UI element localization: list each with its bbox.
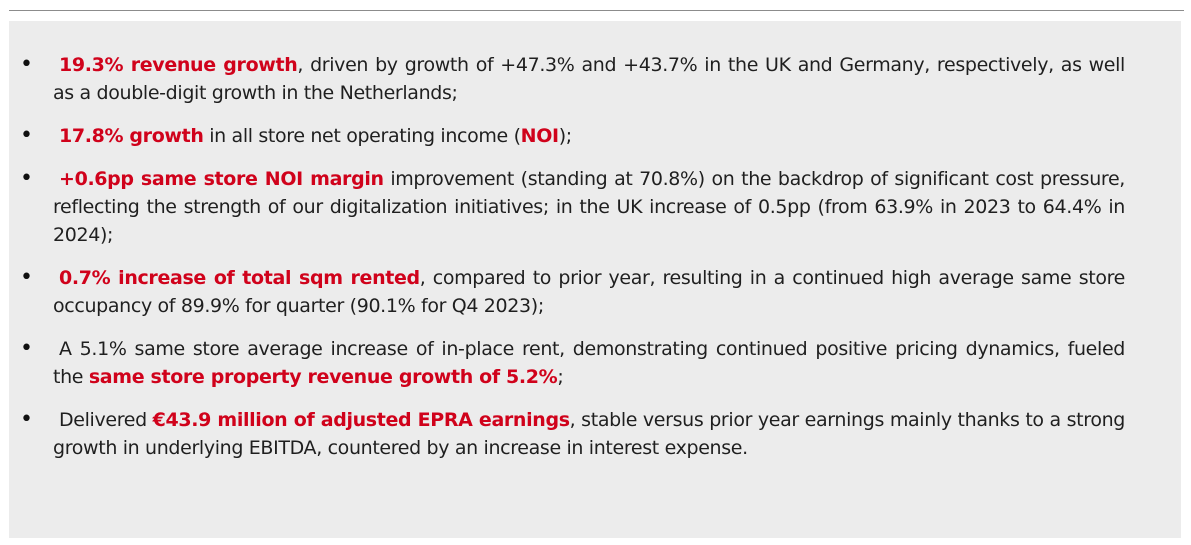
body-text: in all store net operating income (: [203, 125, 521, 147]
bullet-icon: •: [20, 52, 33, 77]
highlight-text: NOI: [520, 125, 559, 147]
body-text: Delivered: [59, 409, 153, 431]
list-item: • 0.7% increase of total sqm rented, com…: [9, 264, 1181, 320]
list-item: • +0.6pp same store NOI margin improveme…: [9, 165, 1181, 249]
body-text: A 5.1% same store average increase of in…: [53, 338, 1125, 388]
bullet-icon: •: [20, 166, 33, 191]
highlights-panel: • 19.3% revenue growth, driven by growth…: [9, 21, 1181, 538]
bullet-icon: •: [20, 336, 33, 361]
highlight-text: 19.3% revenue growth: [59, 54, 298, 76]
list-item: • Delivered €43.9 million of adjusted EP…: [9, 406, 1181, 462]
bullet-icon: •: [20, 123, 33, 148]
body-text: ;: [557, 366, 564, 388]
body-text: , compared to prior year, resulting in a…: [53, 267, 1125, 317]
body-text: improvement (standing at 70.8%) on the b…: [53, 168, 1125, 246]
list-item: • 19.3% revenue growth, driven by growth…: [9, 51, 1181, 107]
bullet-icon: •: [20, 265, 33, 290]
body-text: , driven by growth of +47.3% and +43.7% …: [53, 54, 1125, 104]
highlight-text: 17.8% growth: [59, 125, 204, 147]
highlight-text: 0.7% increase of total sqm rented: [59, 267, 420, 289]
list-item: • A 5.1% same store average increase of …: [9, 335, 1181, 391]
highlight-text: €43.9 million of adjusted EPRA earnings: [152, 409, 570, 431]
top-divider: [9, 10, 1184, 11]
highlight-text: +0.6pp same store NOI margin: [59, 168, 384, 190]
body-text: , stable versus prior year earnings main…: [53, 409, 1126, 459]
highlight-text: same store property revenue growth of 5.…: [88, 366, 558, 388]
body-text: );: [558, 125, 572, 147]
highlights-list: • 19.3% revenue growth, driven by growth…: [9, 51, 1181, 477]
list-item: • 17.8% growth in all store net operatin…: [9, 122, 1181, 150]
bullet-icon: •: [20, 407, 33, 432]
